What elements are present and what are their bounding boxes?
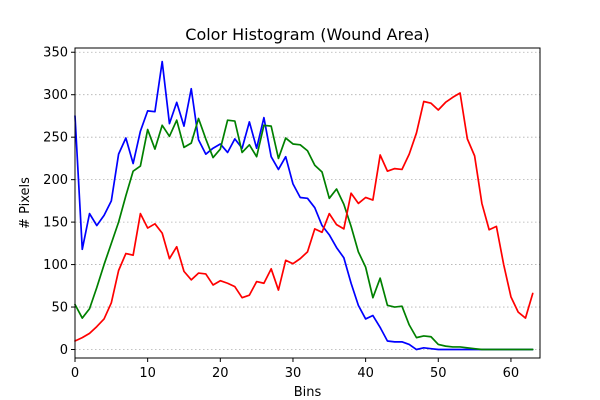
y-tick-label: 200 xyxy=(43,173,68,188)
series-line-2 xyxy=(74,92,534,342)
y-tick-label: 0 xyxy=(60,343,68,358)
x-tick-label: 40 xyxy=(357,366,374,381)
y-tick-label: 250 xyxy=(43,131,68,146)
series-line-0 xyxy=(74,60,534,351)
series-lines xyxy=(74,60,534,351)
y-tick-label: 350 xyxy=(43,46,68,61)
y-axis-label: # Pixels xyxy=(18,177,33,229)
grid-lines xyxy=(75,51,540,350)
y-tick-label: 150 xyxy=(43,216,68,231)
chart-title: Color Histogram (Wound Area) xyxy=(185,25,429,44)
series-line-1 xyxy=(74,117,534,351)
plot-frame xyxy=(74,47,541,359)
y-tick-label: 100 xyxy=(43,258,68,273)
axis-ticks: 0 50 100 150 200 250 300 350 0 10 20 30 40 50 60 xyxy=(43,46,519,381)
x-tick-label: 0 xyxy=(71,366,79,381)
x-tick-label: 50 xyxy=(430,366,447,381)
x-tick-label: 60 xyxy=(503,366,520,381)
x-tick-label: 10 xyxy=(139,366,156,381)
y-tick-label: 300 xyxy=(43,88,68,103)
y-tick-label: 50 xyxy=(51,301,68,316)
x-tick-label: 30 xyxy=(285,366,302,381)
x-axis-label: Bins xyxy=(294,385,322,400)
x-tick-label: 20 xyxy=(212,366,229,381)
